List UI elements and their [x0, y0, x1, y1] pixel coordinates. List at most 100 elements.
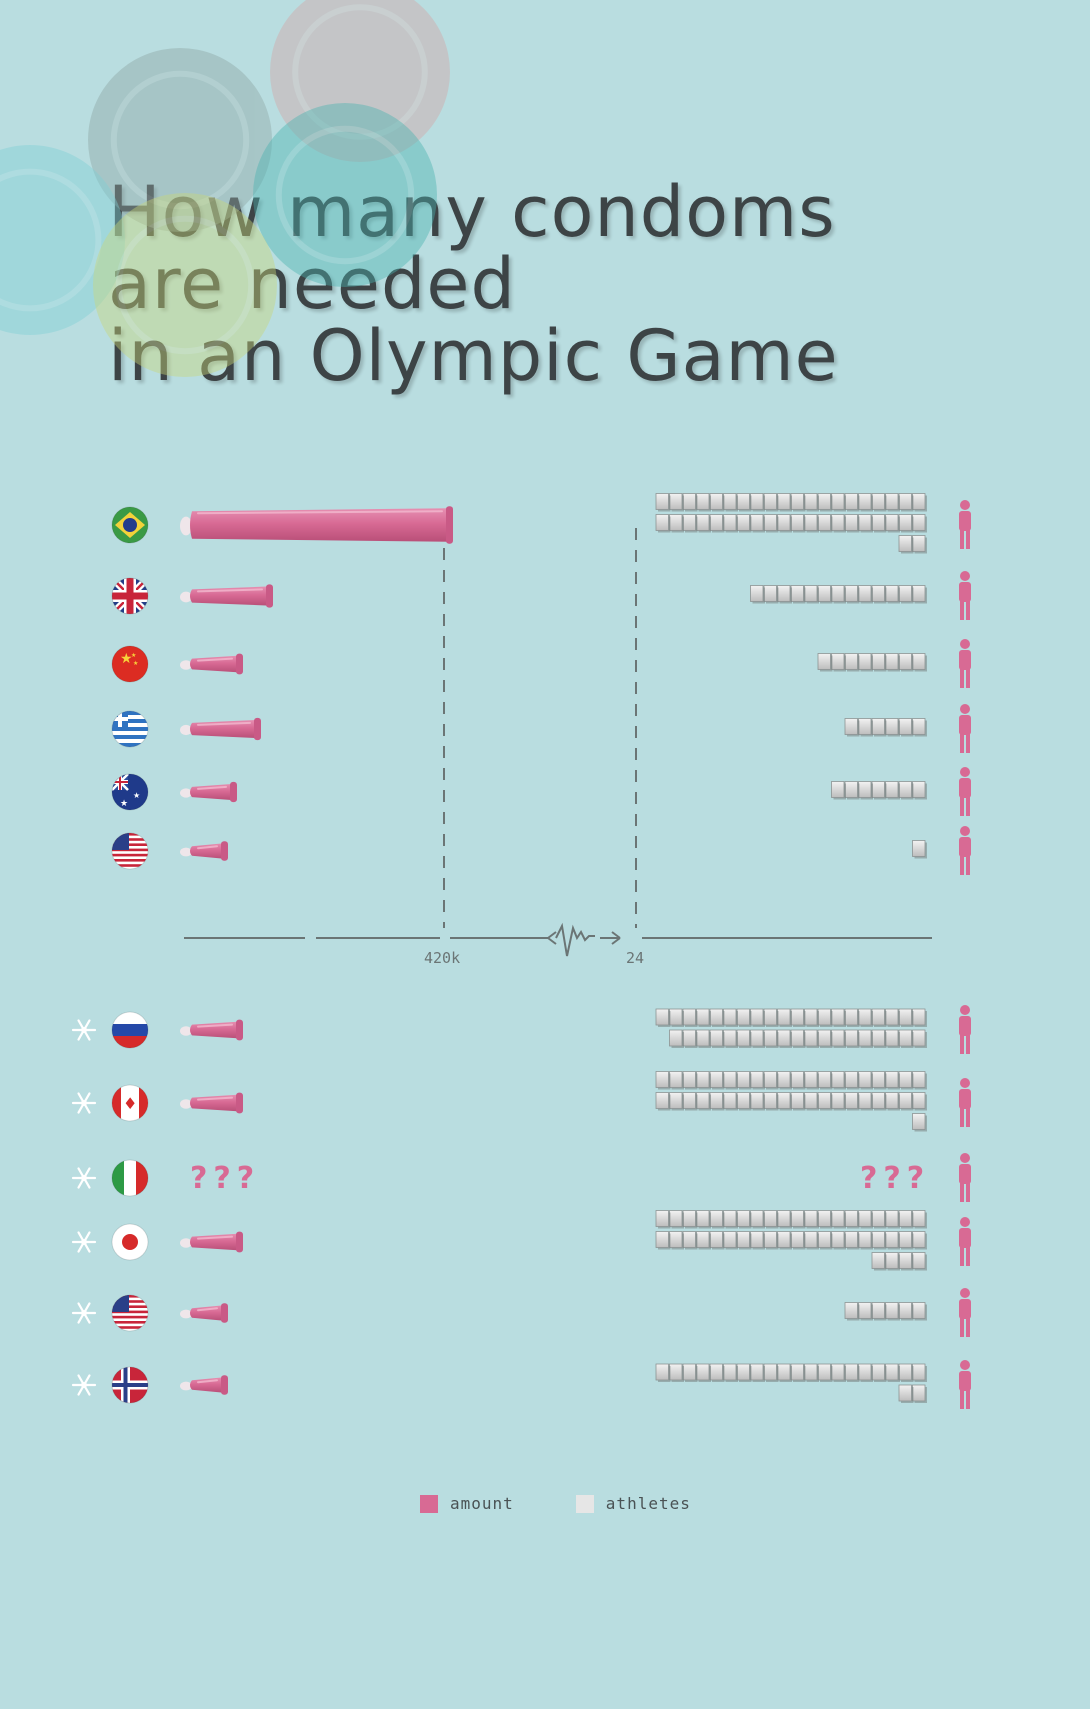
athlete-box [655, 514, 669, 531]
person-head [960, 826, 970, 836]
flag-part [112, 1321, 148, 1324]
athlete-box [723, 1071, 737, 1088]
athlete-box [912, 1231, 926, 1248]
person-leg [966, 1034, 970, 1054]
person-icon [959, 826, 971, 875]
flag-body [112, 1295, 148, 1331]
athlete-box [885, 514, 899, 531]
athlete-box [885, 1029, 899, 1047]
athletes-bar [655, 1008, 927, 1048]
condom-tip [180, 516, 192, 536]
athlete-box [790, 1231, 804, 1248]
chart-marks: ★★★★★♦??? ???420k 24 [71, 493, 971, 1409]
condom-body [190, 1305, 224, 1321]
athlete-box [858, 1363, 872, 1381]
flag-part [112, 592, 148, 600]
condom-ring [221, 1375, 228, 1395]
athlete-box [831, 1008, 845, 1026]
flag-part [139, 1085, 148, 1121]
person-leg [966, 1246, 970, 1266]
athlete-box [669, 1092, 683, 1109]
background-ring-fill [0, 145, 125, 335]
condom-tip [180, 660, 192, 670]
amount-bar [180, 506, 453, 544]
athlete-box [871, 1092, 885, 1109]
athlete-box [912, 514, 926, 531]
chart-row: ★★ [111, 767, 971, 816]
condom-ring [254, 717, 261, 741]
athlete-box [898, 1363, 912, 1381]
athlete-box [736, 1363, 750, 1381]
person-head [960, 1153, 970, 1163]
flag-part [112, 646, 148, 682]
athlete-box [750, 493, 764, 510]
canada-flag: ♦ [111, 1084, 149, 1122]
person-torso [959, 1299, 971, 1319]
background-ring-fill [88, 48, 272, 232]
athlete-box [831, 781, 845, 798]
flag-edge [111, 832, 149, 870]
athlete-box [844, 1029, 858, 1047]
athlete-box [763, 1363, 777, 1381]
person-leg [960, 796, 964, 816]
flag-edge [111, 773, 149, 811]
athletes-bar [750, 585, 927, 604]
athlete-box [858, 653, 872, 670]
athlete-box [912, 1092, 926, 1109]
person-torso [959, 837, 971, 857]
athlete-box [655, 1008, 669, 1026]
athlete-box [750, 514, 764, 531]
athlete-box [912, 840, 926, 857]
athlete-box [885, 493, 899, 510]
flag-part [124, 1160, 136, 1196]
athlete-box [723, 1092, 737, 1109]
title-line-1: How many condoms [108, 171, 836, 253]
person-leg [966, 1389, 970, 1409]
athlete-box [696, 1008, 710, 1026]
athlete-box [898, 1092, 912, 1109]
background-ring-fill [270, 0, 450, 162]
athlete-box [790, 1210, 804, 1227]
chart-row [111, 704, 971, 753]
athlete-box [669, 1029, 683, 1047]
athlete-box [858, 514, 872, 531]
flag-part [112, 1012, 148, 1024]
person-leg [960, 1246, 964, 1266]
athlete-box [898, 781, 912, 798]
flag-edge [111, 710, 149, 748]
usa-flag [111, 832, 149, 870]
flag-edge [111, 1084, 149, 1122]
athlete-box [871, 653, 885, 670]
person-head [960, 1360, 970, 1370]
background-ring-edge [110, 70, 250, 210]
flag-body [112, 833, 148, 869]
athlete-box [858, 1092, 872, 1109]
condom-ring [236, 653, 243, 675]
athlete-box [750, 585, 764, 602]
person-head [960, 1288, 970, 1298]
athletes-bar [817, 653, 927, 672]
athlete-box [844, 514, 858, 531]
athlete-box [804, 585, 818, 602]
athlete-box [844, 585, 858, 602]
flag-part [112, 843, 148, 846]
uk-flag [111, 577, 149, 615]
condom-tip [180, 1381, 192, 1391]
athlete-box [858, 1231, 872, 1248]
athlete-box [885, 718, 899, 735]
athlete-box [777, 1231, 791, 1248]
athlete-box [817, 1029, 831, 1047]
amount-bar [180, 584, 273, 608]
flag-part: ★ [120, 651, 133, 667]
athlete-box [709, 1008, 723, 1026]
athlete-box [844, 1092, 858, 1109]
athlete-box [844, 1008, 858, 1026]
person-torso [959, 1371, 971, 1391]
athlete-box [655, 1071, 669, 1088]
chart-row [111, 826, 971, 875]
athlete-box [709, 1363, 723, 1381]
athlete-box [777, 1092, 791, 1109]
flag-part [112, 1383, 148, 1387]
athlete-box [871, 514, 885, 531]
athlete-box [817, 653, 831, 670]
